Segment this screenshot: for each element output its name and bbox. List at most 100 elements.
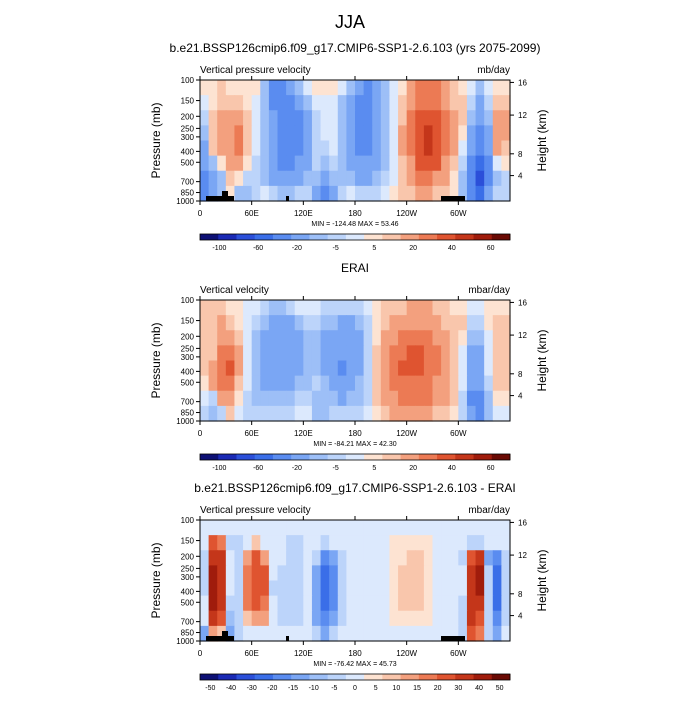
heatmap-cell bbox=[406, 110, 416, 126]
heatmap-cell bbox=[380, 185, 391, 202]
heatmap-cell bbox=[268, 345, 279, 362]
heatmap-cell bbox=[389, 110, 399, 126]
panel-title: ERAI bbox=[341, 261, 369, 275]
heatmap-cell bbox=[243, 520, 253, 536]
y-right-axis-label: Height (km) bbox=[535, 109, 549, 171]
heatmap-cell bbox=[449, 610, 459, 627]
variable-label: Vertical pressure velocity bbox=[200, 505, 311, 516]
heatmap-cell bbox=[501, 170, 511, 187]
colorbar-label: -20 bbox=[292, 245, 302, 252]
heatmap-cell bbox=[389, 610, 399, 627]
heatmap-cell bbox=[268, 125, 279, 142]
heatmap-cell bbox=[432, 550, 442, 566]
heatmap-cell bbox=[389, 345, 399, 362]
panel-title: b.e21.BSSP126cmip6.f09_g17.CMIP6-SSP1-2.… bbox=[170, 41, 541, 55]
heatmap-cell bbox=[389, 520, 399, 536]
heatmap-cell bbox=[441, 300, 451, 316]
heatmap-cell bbox=[492, 565, 502, 582]
heatmap-cell bbox=[475, 535, 485, 551]
colorbar-swatch bbox=[309, 234, 329, 240]
heatmap-cell bbox=[484, 140, 494, 157]
heatmap-cell bbox=[484, 595, 494, 612]
heatmap-cell bbox=[363, 125, 373, 142]
colorbar-swatch bbox=[254, 674, 274, 680]
heatmap-cell bbox=[337, 315, 347, 331]
heatmap-cell bbox=[372, 565, 382, 582]
heatmap-cell bbox=[277, 315, 287, 331]
heatmap-cell bbox=[475, 405, 485, 422]
heatmap-cell bbox=[208, 110, 218, 126]
heatmap-cell bbox=[372, 155, 382, 172]
heatmap-cell bbox=[268, 80, 279, 96]
heatmap-cell bbox=[423, 625, 434, 642]
heatmap-cell bbox=[260, 315, 270, 331]
heatmap-cell bbox=[260, 345, 270, 362]
heatmap-cell bbox=[441, 390, 451, 407]
heatmap-cell bbox=[484, 360, 494, 377]
heatmap-cell bbox=[251, 110, 261, 126]
x-tick-label: 60E bbox=[245, 429, 259, 438]
heatmap-cell bbox=[277, 95, 287, 111]
heatmap-cell bbox=[501, 390, 511, 407]
heatmap-cell bbox=[303, 625, 313, 642]
y-right-tick-label: 12 bbox=[518, 111, 527, 120]
heatmap-cell bbox=[329, 80, 339, 96]
y-right-tick-label: 4 bbox=[518, 392, 523, 401]
colorbar-swatch bbox=[491, 234, 511, 240]
heatmap-cell bbox=[208, 625, 218, 642]
heatmap-cell bbox=[243, 80, 253, 96]
heatmap-cell bbox=[294, 300, 304, 316]
heatmap-cell bbox=[243, 345, 253, 362]
colorbar-swatch bbox=[382, 234, 401, 240]
heatmap-cell bbox=[415, 565, 425, 582]
heatmap-cell bbox=[268, 300, 279, 316]
heatmap-cell bbox=[415, 405, 425, 422]
heatmap-cell bbox=[398, 550, 408, 566]
heatmap-cell bbox=[346, 125, 356, 142]
heatmap-cell bbox=[406, 185, 416, 202]
heatmap-cell bbox=[217, 155, 227, 172]
heatmap-cell bbox=[200, 375, 210, 392]
y-tick-label: 200 bbox=[181, 552, 195, 561]
heatmap-cell bbox=[311, 405, 322, 422]
heatmap-cell bbox=[277, 390, 287, 407]
heatmap-cell bbox=[372, 360, 382, 377]
x-tick-label: 60W bbox=[450, 209, 467, 218]
heatmap-cell bbox=[501, 405, 511, 422]
heatmap-cell bbox=[268, 375, 279, 392]
heatmap-cell bbox=[346, 405, 356, 422]
heatmap-cell bbox=[208, 360, 218, 377]
heatmap-cell bbox=[346, 390, 356, 407]
y-tick-label: 400 bbox=[181, 367, 195, 376]
heatmap-cell bbox=[286, 405, 296, 422]
heatmap-cell bbox=[251, 300, 261, 316]
heatmap-cell bbox=[217, 520, 227, 536]
heatmap-cell bbox=[475, 610, 485, 627]
heatmap-cell bbox=[243, 315, 253, 331]
heatmap-cell bbox=[260, 330, 270, 346]
heatmap-cell bbox=[458, 345, 468, 362]
heatmap-cell bbox=[415, 345, 425, 362]
heatmap-cell bbox=[225, 625, 236, 642]
heatmap-cell bbox=[466, 300, 477, 316]
heatmap-cell bbox=[200, 610, 210, 627]
heatmap-cell bbox=[466, 580, 477, 597]
heatmap-cell bbox=[363, 300, 373, 316]
heatmap-cell bbox=[432, 625, 442, 642]
heatmap-cell bbox=[441, 80, 451, 96]
heatmap-cell bbox=[294, 565, 304, 582]
heatmap-cell bbox=[441, 550, 451, 566]
heatmap-cell bbox=[492, 125, 502, 142]
heatmap-cell bbox=[415, 315, 425, 331]
heatmap-cell bbox=[389, 625, 399, 642]
heatmap-cell bbox=[329, 95, 339, 111]
colorbar-label: 20 bbox=[409, 245, 417, 252]
heatmap-cell bbox=[217, 610, 227, 627]
heatmap-cell bbox=[441, 610, 451, 627]
heatmap-cell bbox=[406, 155, 416, 172]
y-right-tick-label: 8 bbox=[518, 150, 523, 159]
heatmap-cell bbox=[398, 330, 408, 346]
heatmap-cell bbox=[398, 610, 408, 627]
heatmap-cell bbox=[449, 110, 459, 126]
heatmap-cell bbox=[458, 155, 468, 172]
